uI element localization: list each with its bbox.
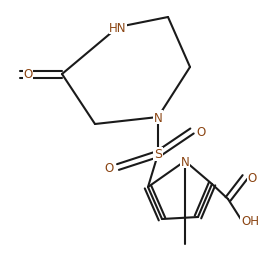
Text: HN: HN	[109, 21, 127, 34]
Text: S: S	[154, 148, 162, 161]
Text: OH: OH	[241, 215, 259, 228]
Text: N: N	[181, 155, 189, 168]
Text: O: O	[247, 171, 257, 184]
Text: N: N	[154, 111, 162, 124]
Text: O: O	[104, 161, 114, 174]
Text: O: O	[196, 125, 206, 138]
Text: O: O	[23, 68, 33, 81]
